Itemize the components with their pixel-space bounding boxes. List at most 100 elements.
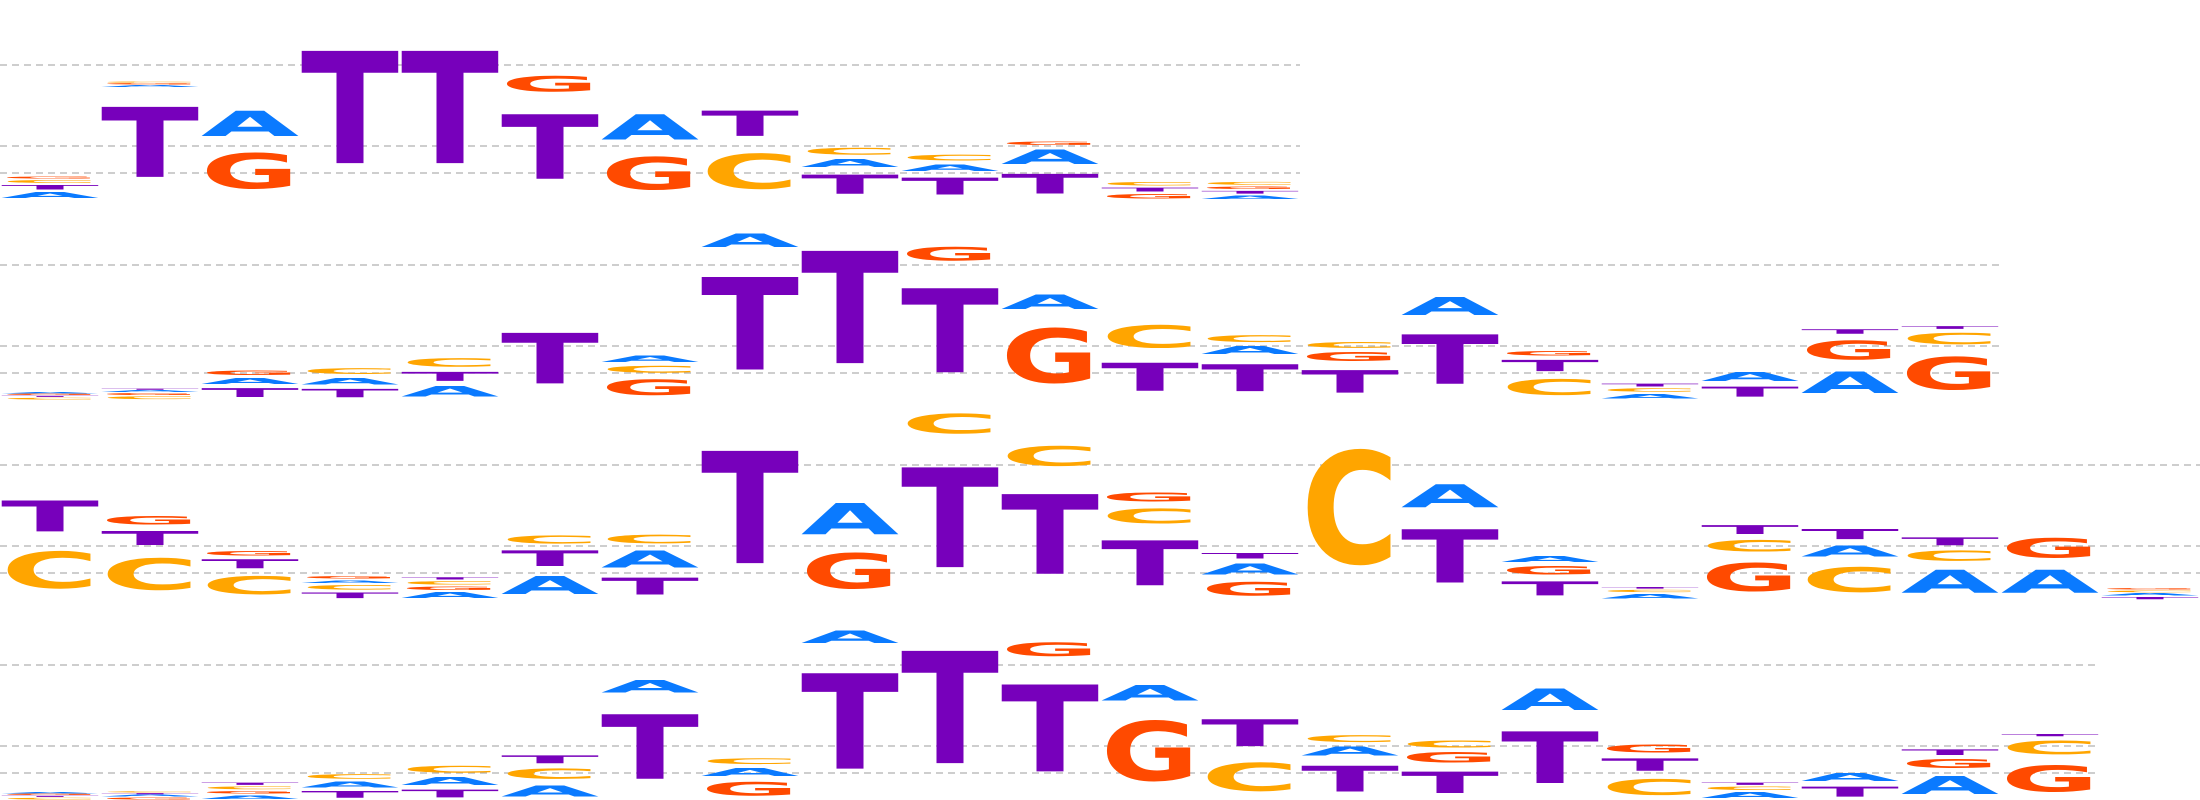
- logo-column: TA: [1801, 771, 1900, 800]
- glyph-c: C: [601, 533, 699, 546]
- logo-column: AG: [2001, 533, 2099, 600]
- logo-column: TC: [1001, 441, 1099, 600]
- glyph-t: T: [1301, 364, 1399, 400]
- glyph-g: G: [201, 550, 299, 557]
- logo-column: TA: [1401, 478, 1499, 599]
- glyph-t: T: [201, 782, 299, 786]
- glyph-a: A: [801, 157, 900, 169]
- logo-column: GA: [1001, 291, 1099, 400]
- logo-column: GA: [801, 495, 899, 600]
- glyph-a: A: [1, 792, 99, 794]
- glyph-c: C: [1601, 589, 1699, 593]
- glyph-a: A: [1601, 393, 1699, 400]
- glyph-g: G: [1201, 579, 1299, 600]
- logo-column: ACT: [1601, 383, 1699, 400]
- logo-column: ACT: [501, 753, 599, 800]
- glyph-t: T: [601, 697, 699, 800]
- glyph-a: A: [401, 591, 499, 600]
- glyph-t: T: [1901, 325, 1999, 329]
- logo-column: TGA: [1501, 555, 1599, 600]
- glyph-t: T: [1, 184, 99, 191]
- glyph-g: G: [1, 394, 99, 396]
- logo-column: TAG: [201, 369, 299, 400]
- glyph-g: G: [601, 148, 699, 200]
- glyph-t: T: [2001, 733, 2099, 737]
- glyph-t: T: [1101, 528, 1199, 600]
- logo-column: T: [301, 21, 399, 200]
- glyph-a: A: [701, 230, 799, 251]
- glyph-t: T: [1001, 661, 1099, 800]
- glyph-c: C: [301, 584, 399, 591]
- glyph-t: T: [501, 546, 599, 571]
- glyph-g: G: [1, 177, 99, 180]
- logo-column: GCA: [601, 353, 700, 400]
- glyph-c: C: [401, 580, 499, 585]
- glyph-t: T: [901, 621, 999, 800]
- logo-column: AGT: [1801, 328, 1899, 400]
- logo-column: TG: [1001, 639, 1099, 800]
- glyph-c: C: [1, 541, 99, 600]
- glyph-t: T: [701, 252, 799, 400]
- glyph-g: G: [201, 790, 299, 794]
- logo-column: GCT: [2001, 733, 2099, 800]
- logo-column: CTG: [101, 514, 199, 600]
- glyph-a: A: [801, 627, 899, 647]
- logo-column: C: [1301, 420, 1399, 599]
- glyph-g: G: [201, 145, 299, 200]
- glyph-a: A: [101, 85, 199, 88]
- logo-column: CT: [1, 492, 99, 600]
- glyph-g: G: [1001, 141, 1099, 146]
- logo-column: TAC: [1301, 733, 1400, 799]
- glyph-c: C: [701, 757, 799, 766]
- glyph-t: T: [101, 527, 199, 549]
- logo-column: TAG: [1001, 141, 1099, 200]
- glyph-t: T: [1601, 587, 1699, 590]
- logo-column: T: [801, 221, 899, 400]
- glyph-g: G: [401, 586, 499, 591]
- glyph-a: A: [1001, 291, 1099, 313]
- glyph-t: T: [401, 369, 499, 383]
- glyph-t: T: [701, 104, 799, 144]
- glyph-c: C: [1301, 733, 1399, 744]
- logo-column: TAC: [401, 764, 500, 800]
- glyph-a: A: [601, 546, 699, 573]
- glyph-a: A: [201, 377, 299, 386]
- glyph-g: G: [2001, 759, 2099, 800]
- glyph-t: T: [1701, 523, 1799, 537]
- glyph-c: C: [1301, 341, 1399, 350]
- glyph-c: C: [601, 364, 699, 375]
- logo-column: TAC: [1201, 333, 1300, 399]
- glyph-t: T: [1, 396, 99, 398]
- logo-column: TAC: [901, 153, 1000, 200]
- glyph-a: A: [2101, 593, 2199, 597]
- glyph-t: T: [101, 88, 199, 200]
- logo-column: CTG: [1601, 742, 1699, 800]
- logo-column: TCG: [1101, 490, 1199, 600]
- logo-column: TAC: [301, 367, 400, 400]
- glyph-c: C: [1101, 505, 1199, 528]
- glyph-t: T: [201, 386, 299, 400]
- glyph-t: T: [101, 793, 199, 795]
- glyph-t: T: [401, 577, 499, 581]
- glyph-t: T: [401, 787, 499, 800]
- glyph-t: T: [801, 170, 899, 200]
- logo-column: GAT: [1201, 551, 1299, 600]
- glyph-g: G: [1801, 336, 1899, 366]
- logo-column: ACT: [1701, 782, 1799, 800]
- glyph-g: G: [801, 545, 899, 600]
- glyph-t: T: [1601, 383, 1699, 387]
- glyph-g: G: [1401, 750, 1499, 766]
- glyph-a: A: [701, 766, 800, 778]
- glyph-c: C: [1701, 786, 1799, 791]
- glyph-g: G: [1901, 348, 1999, 400]
- glyph-t: T: [301, 789, 399, 800]
- glyph-a: A: [1, 392, 99, 394]
- logo-column: CTG: [1501, 350, 1599, 400]
- glyph-c: C: [101, 396, 199, 400]
- glyph-c: C: [1901, 330, 1999, 348]
